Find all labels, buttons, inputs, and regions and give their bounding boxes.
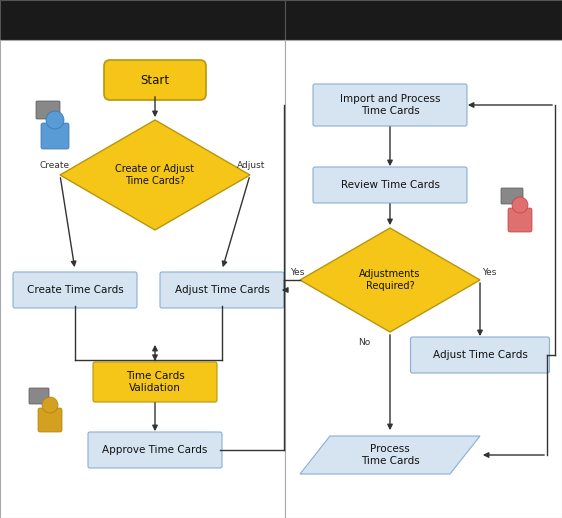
FancyBboxPatch shape (41, 123, 69, 149)
Circle shape (512, 197, 528, 213)
Circle shape (46, 111, 64, 129)
FancyBboxPatch shape (104, 60, 206, 100)
Text: Yes: Yes (482, 267, 496, 277)
FancyBboxPatch shape (501, 188, 523, 204)
FancyBboxPatch shape (13, 272, 137, 308)
Text: Approve Time Cards: Approve Time Cards (102, 445, 208, 455)
FancyBboxPatch shape (88, 432, 222, 468)
Circle shape (42, 397, 58, 413)
Text: Start: Start (140, 74, 170, 87)
FancyBboxPatch shape (29, 388, 49, 404)
Text: Import and Process
Time Cards: Import and Process Time Cards (340, 94, 440, 116)
Text: Review Time Cards: Review Time Cards (341, 180, 439, 190)
FancyBboxPatch shape (508, 208, 532, 232)
Text: Yes: Yes (291, 267, 305, 277)
Text: Time Cards
Validation: Time Cards Validation (126, 371, 184, 393)
Text: Adjust Time Cards: Adjust Time Cards (175, 285, 269, 295)
Bar (285, 40, 562, 518)
FancyBboxPatch shape (36, 101, 60, 119)
FancyBboxPatch shape (38, 408, 62, 432)
FancyBboxPatch shape (313, 167, 467, 203)
Text: Adjust: Adjust (237, 161, 265, 169)
FancyBboxPatch shape (313, 84, 467, 126)
Polygon shape (60, 120, 250, 230)
Text: Adjustments
Required?: Adjustments Required? (359, 269, 421, 291)
Text: Adjust Time Cards: Adjust Time Cards (433, 350, 528, 360)
Bar (0, 40, 285, 518)
Polygon shape (300, 228, 480, 332)
Polygon shape (300, 436, 480, 474)
Text: Create or Adjust
Time Cards?: Create or Adjust Time Cards? (115, 164, 194, 186)
FancyBboxPatch shape (160, 272, 284, 308)
FancyBboxPatch shape (410, 337, 550, 373)
Text: Process
Time Cards: Process Time Cards (361, 444, 419, 466)
Bar (285, 0, 562, 40)
FancyBboxPatch shape (93, 362, 217, 402)
Bar (0, 0, 285, 40)
Text: Create Time Cards: Create Time Cards (26, 285, 124, 295)
Text: No: No (358, 338, 370, 347)
Text: Create: Create (40, 161, 70, 169)
